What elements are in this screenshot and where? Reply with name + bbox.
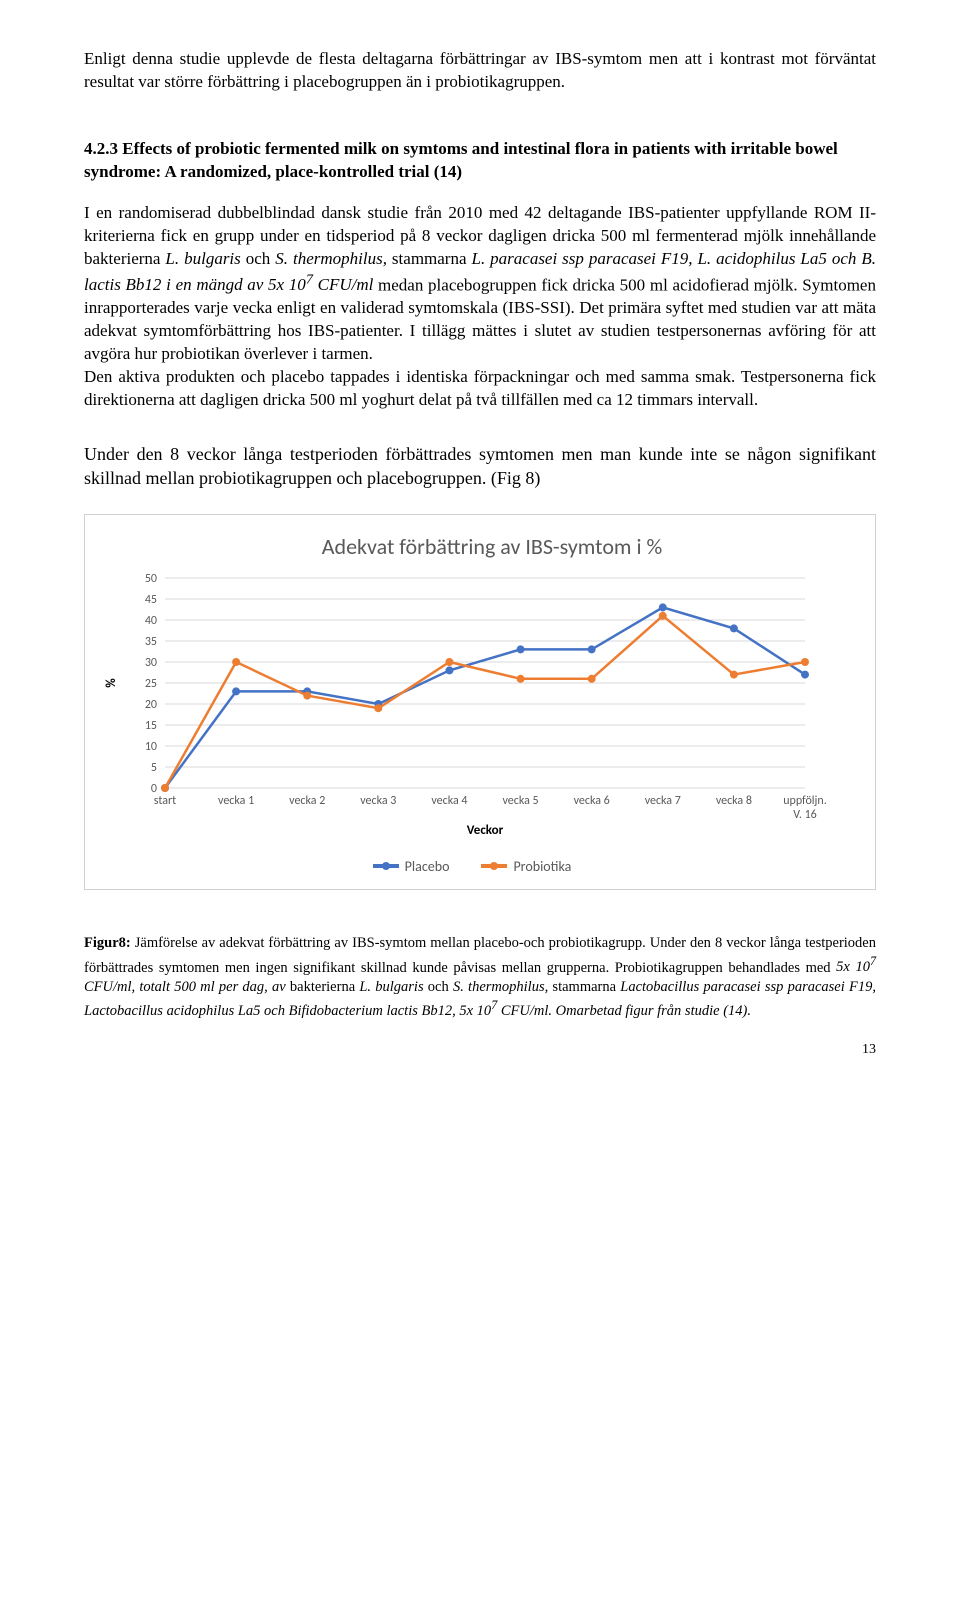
svg-text:V. 16: V. 16: [793, 808, 817, 822]
legend-item: Placebo: [373, 858, 450, 875]
svg-text:vecka 3: vecka 3: [360, 794, 396, 808]
svg-text:vecka 7: vecka 7: [645, 794, 681, 808]
chart-title: Adekvat förbättring av IBS-symtom i %: [137, 533, 847, 560]
svg-text:50: 50: [145, 572, 157, 586]
legend-label: Placebo: [405, 858, 450, 875]
svg-text:vecka 2: vecka 2: [289, 794, 325, 808]
svg-text:vecka 8: vecka 8: [716, 794, 752, 808]
legend-item: Probiotika: [481, 858, 571, 875]
legend-label: Probiotika: [513, 858, 571, 875]
svg-text:45: 45: [145, 593, 157, 607]
svg-text:5: 5: [151, 761, 157, 775]
svg-text:40: 40: [145, 614, 157, 628]
svg-text:vecka 4: vecka 4: [431, 794, 467, 808]
svg-text:Veckor: Veckor: [467, 823, 504, 836]
svg-text:20: 20: [145, 698, 157, 712]
svg-text:15: 15: [145, 719, 157, 733]
svg-text:uppföljn.: uppföljn.: [783, 794, 827, 808]
chart-legend: Placebo Probiotika: [97, 855, 847, 875]
line-chart: 05101520253035404550%startvecka 1vecka 2…: [97, 570, 837, 836]
result-paragraph: Under den 8 veckor långa testperioden fö…: [84, 442, 876, 491]
svg-text:start: start: [154, 794, 176, 808]
svg-text:35: 35: [145, 635, 157, 649]
svg-text:%: %: [104, 678, 119, 688]
chart-container: Adekvat förbättring av IBS-symtom i % 05…: [84, 514, 876, 890]
body-paragraph: I en randomiserad dubbelblindad dansk st…: [84, 202, 876, 412]
legend-swatch: [373, 864, 399, 868]
figure-caption: Figur8: Jämförelse av adekvat förbättrin…: [84, 934, 876, 1022]
svg-text:30: 30: [145, 656, 157, 670]
svg-text:vecka 5: vecka 5: [502, 794, 538, 808]
svg-text:10: 10: [145, 740, 157, 754]
intro-paragraph: Enligt denna studie upplevde de flesta d…: [84, 48, 876, 94]
svg-text:25: 25: [145, 677, 157, 691]
section-heading: 4.2.3 Effects of probiotic fermented mil…: [84, 138, 876, 184]
svg-text:vecka 6: vecka 6: [574, 794, 610, 808]
svg-text:vecka 1: vecka 1: [218, 794, 254, 808]
legend-swatch: [481, 864, 507, 868]
page-number: 13: [84, 1042, 876, 1058]
